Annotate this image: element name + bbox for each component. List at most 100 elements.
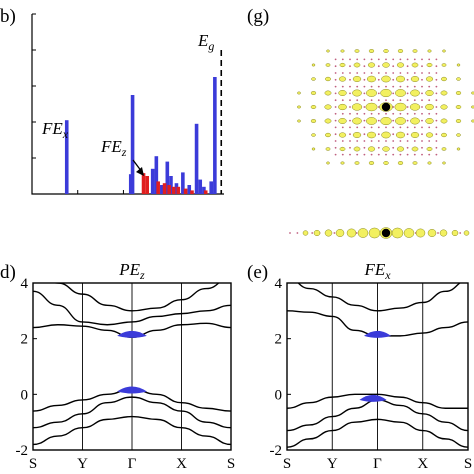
lattice-atom xyxy=(349,119,351,122)
lattice-atom xyxy=(341,153,344,156)
density-lobe xyxy=(338,118,347,124)
b-bar-red xyxy=(176,186,181,194)
density-lobe xyxy=(425,103,434,111)
b-bar-blue xyxy=(154,156,159,194)
lattice-atom xyxy=(377,112,380,115)
density-lobe xyxy=(366,89,377,97)
lattice-atom xyxy=(406,78,409,81)
density-lobe xyxy=(310,91,317,95)
charge-density-lattice xyxy=(297,49,474,165)
lattice-atom xyxy=(377,126,380,129)
lattice-atom xyxy=(392,126,395,129)
density-lobe xyxy=(326,49,330,53)
density-lobe xyxy=(394,102,407,112)
density-lobe xyxy=(310,105,317,109)
density-lobe xyxy=(412,161,418,165)
impurity-center xyxy=(381,102,391,112)
density-lobe xyxy=(425,132,434,138)
lattice-atom xyxy=(363,72,366,74)
strip-lobe xyxy=(357,228,369,238)
b-bar-red xyxy=(171,186,176,194)
strip-lobe xyxy=(313,229,321,237)
lattice-atom xyxy=(334,99,337,102)
lattice-atom xyxy=(377,65,380,68)
lattice-atom xyxy=(435,65,438,68)
lattice-atom xyxy=(349,146,351,149)
lattice-atom xyxy=(406,85,409,88)
density-lobe xyxy=(395,75,406,83)
lattice-atom xyxy=(428,72,431,74)
density-lobe xyxy=(352,117,362,125)
band-line xyxy=(52,283,220,312)
b-bar-blue xyxy=(187,185,192,194)
lattice-atom xyxy=(392,112,395,115)
density-lobe xyxy=(324,118,332,124)
strip-lobe xyxy=(427,229,437,237)
density-lobe xyxy=(311,63,316,67)
strip-lobe xyxy=(346,228,357,238)
density-lobe xyxy=(471,105,474,109)
strip-atom xyxy=(333,232,336,234)
lattice-atom xyxy=(406,58,409,61)
b-bar-blue xyxy=(165,161,170,194)
lattice-atom xyxy=(377,146,380,149)
density-lobe xyxy=(368,49,375,53)
xtick-label: Γ xyxy=(373,456,382,472)
lattice-atom xyxy=(385,85,387,88)
lattice-atom xyxy=(435,126,438,129)
lattice-atom xyxy=(370,112,373,115)
density-lobe xyxy=(441,76,447,82)
b-bar-red xyxy=(156,181,160,194)
density-lobe xyxy=(456,77,461,81)
lattice-atom xyxy=(370,99,373,102)
lattice-atom xyxy=(406,72,409,74)
bands xyxy=(33,283,231,446)
density-lobe xyxy=(339,146,346,152)
lattice-atom xyxy=(428,85,431,88)
lattice-atom xyxy=(428,140,431,142)
b-bar-blue xyxy=(209,181,213,194)
b-bar-blue xyxy=(160,185,164,194)
lattice-atom xyxy=(413,126,416,129)
density-lobe xyxy=(411,62,419,68)
density-lobe xyxy=(397,161,404,165)
b-bar-blue xyxy=(202,186,206,194)
lattice-atom xyxy=(399,112,402,115)
density-lobe xyxy=(354,49,360,53)
ytick-label: -2 xyxy=(16,443,29,459)
strip-lobe xyxy=(451,229,459,237)
lattice-atom xyxy=(334,85,337,88)
b-bar-red xyxy=(162,183,167,194)
strip-atom xyxy=(289,232,291,234)
ytick-label: 2 xyxy=(21,332,29,348)
lattice-atom xyxy=(363,126,366,129)
density-lobe xyxy=(366,131,377,139)
lattice-atom xyxy=(392,72,395,74)
band-line xyxy=(287,393,468,409)
density-lobe xyxy=(383,161,389,165)
density-lobe xyxy=(340,49,345,53)
density-lobe xyxy=(324,90,332,96)
b-bar-blue xyxy=(174,183,179,194)
xtick-label: S xyxy=(29,456,37,472)
density-lobe xyxy=(382,62,390,68)
lattice-atom xyxy=(370,58,373,61)
density-lobe xyxy=(397,49,404,53)
panel-label-d: d) xyxy=(0,262,16,283)
lattice-atom xyxy=(421,72,423,74)
lattice-atom xyxy=(370,126,373,129)
density-lobe xyxy=(380,88,392,98)
lattice-atom xyxy=(406,146,409,149)
density-lobe xyxy=(311,147,316,151)
lattice-atom xyxy=(385,72,387,74)
lattice-atom xyxy=(385,99,387,102)
lattice-atom xyxy=(363,146,366,149)
lattice-atom xyxy=(435,58,438,61)
ytick-label: -2 xyxy=(270,443,283,459)
density-lobe xyxy=(440,104,448,110)
lattice-atom xyxy=(435,112,438,115)
strip-atom xyxy=(311,232,314,234)
lattice-atom xyxy=(421,140,423,142)
bands xyxy=(287,283,468,448)
